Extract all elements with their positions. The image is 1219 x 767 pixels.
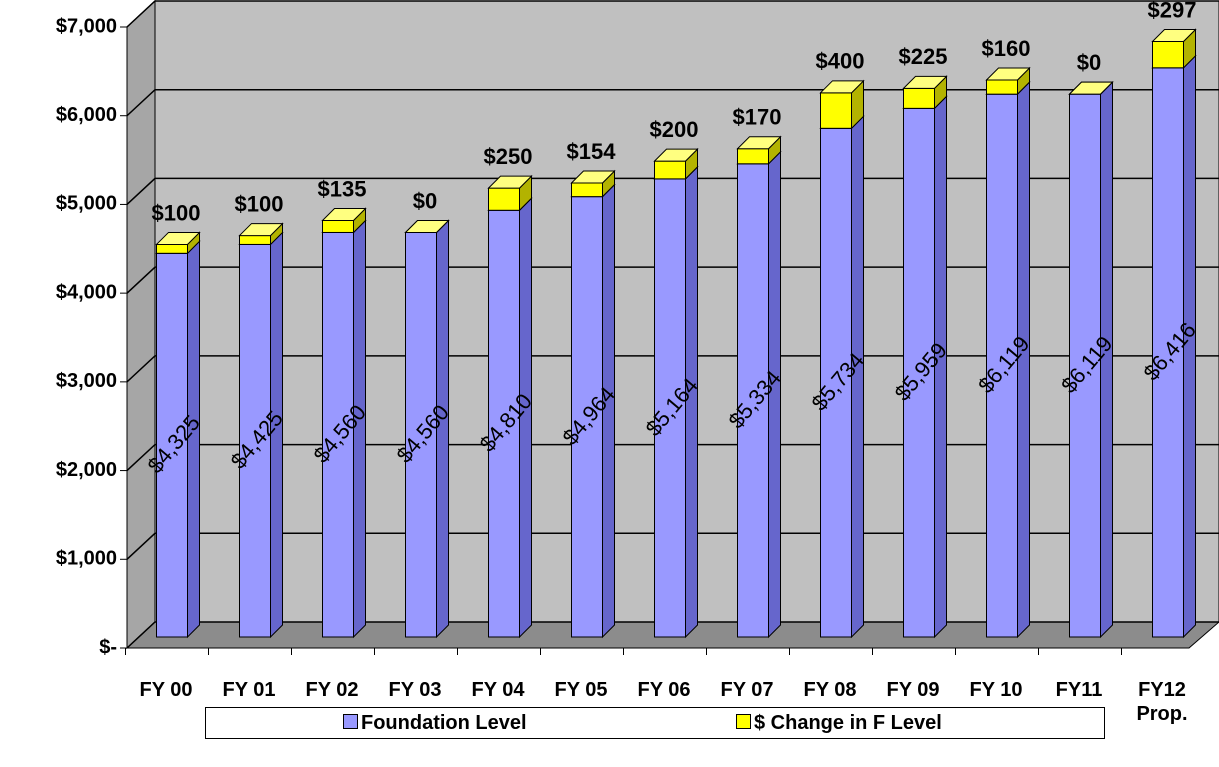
bar: [488, 187, 520, 211]
x-tick-label: FY 02: [305, 679, 359, 701]
y-tick-label: $6,000: [56, 104, 117, 126]
bar-top: [653, 148, 699, 162]
data-label: $100: [235, 191, 284, 216]
x-tick-label: FY12 Prop.: [1136, 679, 1188, 725]
bar: [571, 196, 603, 638]
bar: [820, 92, 852, 129]
bar: [1152, 67, 1184, 638]
grid-line: [126, 266, 1219, 294]
bar-top: [1151, 28, 1197, 42]
x-tick-label: FY 08: [803, 679, 857, 701]
x-tick-label: FY 03: [388, 679, 442, 701]
x-tick-label: FY 10: [969, 679, 1023, 701]
y-tick-label: $1,000: [56, 548, 117, 570]
grid-line: [126, 443, 1219, 472]
data-label: $135: [318, 176, 367, 201]
legend: Foundation Level $ Change in F Level: [205, 707, 1105, 739]
bar: [156, 243, 188, 254]
legend-label: $ Change in F Level: [754, 712, 942, 734]
x-tick-label: FY 09: [886, 679, 940, 701]
legend-label: Foundation Level: [361, 712, 527, 734]
x-tick-label: FY 04: [471, 679, 525, 701]
x-tick-label: FY 01: [222, 679, 276, 701]
bar: [405, 231, 437, 638]
bar: [571, 182, 603, 198]
bar: [322, 219, 354, 233]
bar: [654, 160, 686, 180]
bar-top: [819, 80, 865, 94]
bar: [903, 87, 935, 109]
grid-line: [126, 0, 1219, 28]
y-tick-label: $3,000: [56, 370, 117, 392]
grid-line: [126, 621, 1219, 649]
grid-line: [126, 355, 1219, 383]
grid-line: [126, 532, 1219, 560]
grid-line: [126, 177, 1219, 205]
bar-top: [902, 75, 948, 89]
data-label: $160: [982, 36, 1031, 61]
data-label: $0: [413, 188, 437, 213]
bar: [239, 235, 271, 245]
x-tick-label: FY 07: [720, 679, 774, 701]
side-wall: [126, 0, 156, 650]
x-tick-label: FY 00: [139, 679, 193, 701]
data-label: $154: [567, 139, 617, 164]
bar: [488, 209, 520, 638]
bar-top: [1068, 81, 1114, 95]
bar-top: [155, 231, 201, 245]
legend-item: $ Change in F Level: [736, 712, 942, 734]
y-tick-label: $7,000: [56, 15, 117, 37]
bar: [239, 243, 271, 638]
legend-swatch: [736, 714, 751, 729]
bar: [654, 178, 686, 638]
data-label: $0: [1077, 50, 1101, 75]
bar: [986, 79, 1018, 95]
bar-top: [321, 207, 367, 221]
x-tick-label: FY 05: [554, 679, 608, 701]
bar: [1069, 93, 1101, 638]
x-tick-label: FY11: [1055, 679, 1103, 701]
bar-top: [238, 223, 284, 237]
grid-line: [126, 88, 1219, 117]
legend-item: Foundation Level: [343, 712, 527, 734]
bar: [1152, 40, 1184, 69]
bar-top: [404, 219, 450, 233]
bar: [737, 148, 769, 165]
bar: [156, 252, 188, 638]
y-tick-label: $2,000: [56, 459, 117, 481]
data-label: $400: [816, 49, 865, 74]
y-tick-label: $-: [99, 636, 117, 658]
data-label: $250: [484, 144, 533, 169]
data-label: $297: [1148, 0, 1197, 22]
bar-top: [736, 136, 782, 150]
bar-top: [570, 170, 616, 184]
data-label: $170: [733, 105, 782, 130]
bar: [820, 127, 852, 638]
data-label: $225: [899, 44, 948, 69]
y-tick-label: $5,000: [56, 193, 117, 215]
y-tick-label: $4,000: [56, 281, 117, 303]
data-label: $200: [650, 117, 699, 142]
legend-swatch: [343, 714, 358, 729]
bar: [903, 107, 935, 638]
bar-top: [487, 175, 533, 189]
bar: [322, 231, 354, 638]
data-label: $100: [152, 200, 201, 225]
bar-top: [985, 67, 1031, 81]
x-tick-label: FY 06: [637, 679, 691, 701]
